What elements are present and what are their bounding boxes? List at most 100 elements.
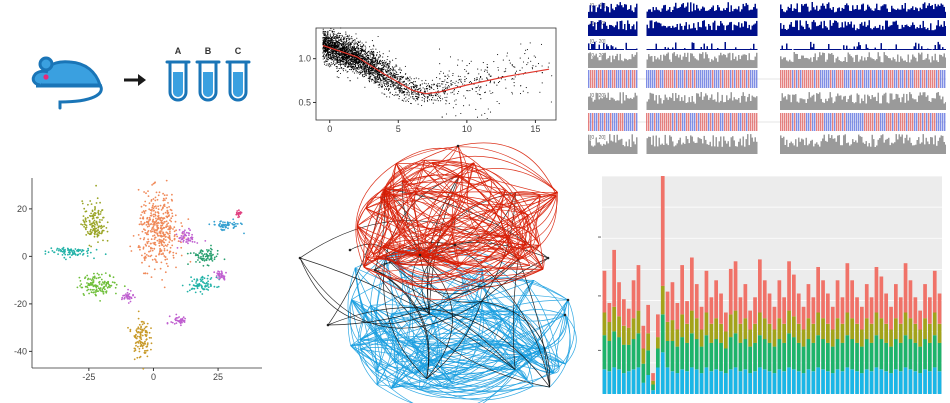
- scatter-point: [326, 43, 328, 45]
- coverage-bar: [892, 57, 894, 68]
- coverage-bar: [685, 22, 687, 36]
- coverage-bar: [652, 7, 654, 18]
- scatter-point: [323, 55, 325, 57]
- coverage-bar: [597, 142, 599, 154]
- scatter-point: [353, 65, 355, 67]
- scatter-point: [351, 38, 353, 40]
- scatter-point: [333, 45, 335, 47]
- scatter-point: [330, 55, 332, 58]
- coverage-bar: [873, 59, 875, 68]
- coverage-bar: [891, 60, 893, 68]
- scatter-point: [449, 56, 452, 58]
- coverage-bar: [735, 47, 737, 50]
- coverage-bar: [712, 99, 714, 110]
- scatter-point: [322, 43, 324, 45]
- scatter-point: [344, 45, 346, 47]
- scatter-point: [325, 60, 327, 62]
- coverage-bar: [822, 138, 824, 154]
- coverage-bar: [795, 94, 797, 110]
- coverage-bar: [889, 58, 891, 68]
- coverage-bar: [646, 138, 648, 154]
- scatter-point: [429, 86, 431, 88]
- coverage-bar: [630, 147, 632, 154]
- scatter-point: [330, 38, 332, 40]
- scatter-point: [394, 74, 396, 76]
- scatter-point: [401, 90, 404, 92]
- read-stripe: [790, 113, 792, 131]
- coverage-bar: [705, 26, 707, 36]
- cell-point: [53, 251, 55, 254]
- scatter-point: [473, 79, 476, 81]
- coverage-bar: [811, 61, 813, 68]
- coverage-bar: [744, 49, 746, 50]
- coverage-bar: [612, 55, 614, 68]
- scatter-point: [437, 83, 439, 85]
- coverage-bar: [675, 42, 677, 50]
- scatter-point: [443, 92, 445, 94]
- coverage-bar: [738, 22, 740, 36]
- scatter-point: [335, 51, 338, 54]
- scatter-point: [388, 66, 390, 68]
- scatter-point: [323, 61, 325, 63]
- coverage-bar: [853, 62, 855, 68]
- scatter-point: [424, 89, 426, 91]
- coverage-bar: [615, 47, 617, 50]
- coverage-bar: [780, 101, 782, 110]
- scatter-point: [346, 48, 348, 50]
- coverage-bar: [837, 135, 839, 154]
- scatter-point: [371, 72, 373, 74]
- coverage-bar: [660, 98, 662, 110]
- coverage-bar: [846, 25, 848, 36]
- read-stripe: [832, 70, 834, 88]
- scatter-point: [330, 57, 332, 59]
- scatter-point: [408, 98, 410, 100]
- scatter-point: [354, 67, 356, 69]
- read-stripe: [906, 113, 908, 131]
- scatter-point: [499, 81, 501, 83]
- scatter-point: [344, 50, 346, 52]
- coverage-bar: [682, 49, 684, 50]
- coverage-bar: [606, 44, 608, 50]
- scatter-point: [418, 78, 420, 80]
- coverage-bar: [672, 53, 674, 68]
- coverage-bar: [669, 96, 671, 110]
- scatter-point: [336, 76, 338, 78]
- scatter-point: [324, 33, 326, 35]
- scatter-point: [407, 89, 409, 91]
- scatter-point: [368, 75, 370, 77]
- coverage-bar: [939, 95, 941, 110]
- cell-point: [104, 253, 107, 256]
- scatter-point: [469, 90, 471, 92]
- scatter-point: [358, 64, 360, 66]
- read-stripe: [602, 113, 604, 131]
- coverage-bar: [855, 30, 857, 36]
- scatter-point: [387, 78, 389, 80]
- coverage-bar: [607, 58, 609, 68]
- coverage-bar: [610, 3, 612, 19]
- coverage-bar: [906, 62, 908, 68]
- coverage-bar: [633, 141, 635, 154]
- scatter-point: [373, 51, 375, 53]
- scatter-point: [358, 72, 360, 74]
- scatter-point: [468, 72, 470, 74]
- scatter-point: [447, 86, 449, 88]
- coverage-bar: [844, 95, 846, 110]
- coverage-bar: [615, 56, 617, 68]
- coverage-bar: [930, 137, 932, 154]
- coverage-bar: [619, 139, 621, 154]
- read-stripe: [612, 70, 614, 88]
- coverage-bar: [721, 10, 723, 18]
- read-stripe: [800, 113, 802, 131]
- cell-point: [74, 253, 77, 256]
- scatter-point: [343, 44, 345, 46]
- coverage-bar: [898, 134, 900, 154]
- scatter-point: [348, 34, 350, 36]
- coverage-bar: [684, 25, 686, 36]
- scatter-point: [379, 63, 382, 65]
- scatter-point: [519, 93, 522, 95]
- scatter-point: [413, 98, 415, 100]
- coverage-bar: [706, 54, 708, 68]
- read-stripe: [884, 113, 886, 131]
- coverage-bar: [888, 12, 890, 18]
- scatter-point: [323, 32, 325, 34]
